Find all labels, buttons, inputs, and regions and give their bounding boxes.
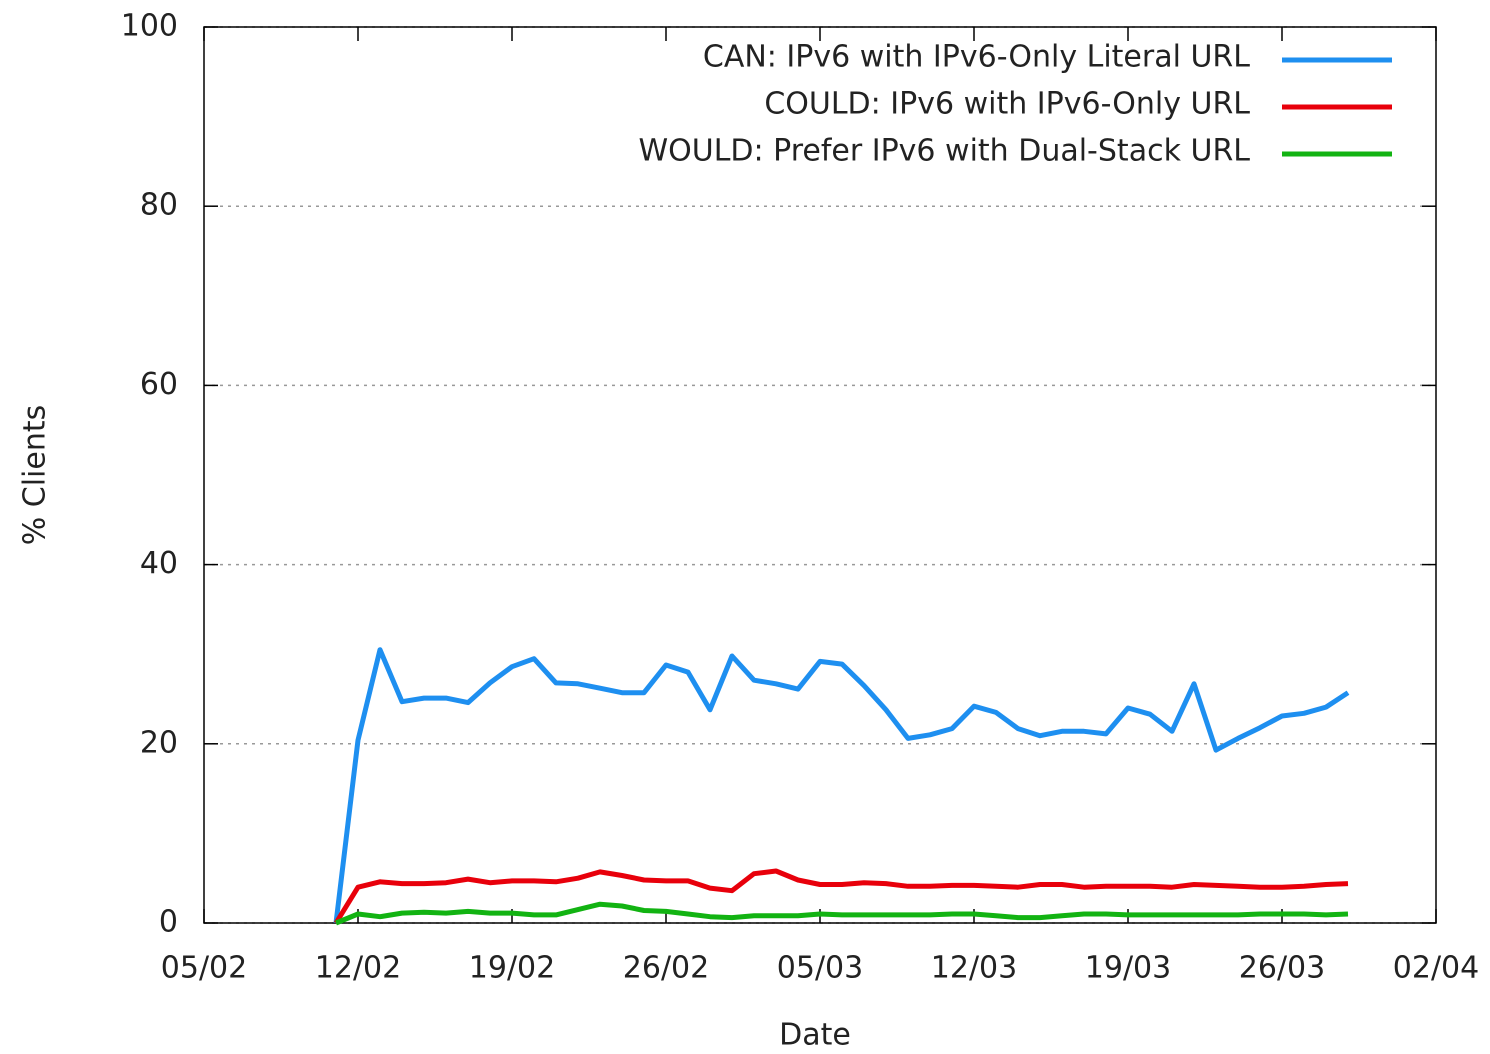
plot-border [203, 26, 1437, 924]
x-tick-label: 26/03 [1239, 951, 1325, 986]
x-axis-label: Date [779, 1018, 851, 1053]
y-tick-label: 60 [140, 367, 178, 402]
legend-label: COULD: IPv6 with IPv6-Only URL [764, 87, 1250, 122]
data-line [333, 647, 1350, 924]
x-tick-label: 12/02 [315, 951, 401, 986]
x-tick-label: 26/02 [623, 951, 709, 986]
data-line [333, 868, 1349, 925]
y-axis-label: % Clients [18, 405, 53, 546]
legend-label: WOULD: Prefer IPv6 with Dual-Stack URL [638, 134, 1250, 169]
x-tick-label: 02/04 [1393, 951, 1479, 986]
y-tick-label: 0 [159, 905, 178, 940]
y-tick-label: 100 [121, 9, 178, 44]
data-line [335, 901, 1349, 926]
x-tick-label: 05/03 [777, 951, 863, 986]
x-tick-label: 19/02 [469, 951, 555, 986]
y-tick-label: 40 [140, 546, 178, 581]
y-tick-label: 80 [140, 188, 178, 223]
x-tick-label: 19/03 [1085, 951, 1171, 986]
x-tick-label: 05/02 [161, 951, 247, 986]
y-tick-label: 20 [140, 725, 178, 760]
x-tick-label: 12/03 [931, 951, 1017, 986]
legend-label: CAN: IPv6 with IPv6-Only Literal URL [703, 40, 1250, 75]
